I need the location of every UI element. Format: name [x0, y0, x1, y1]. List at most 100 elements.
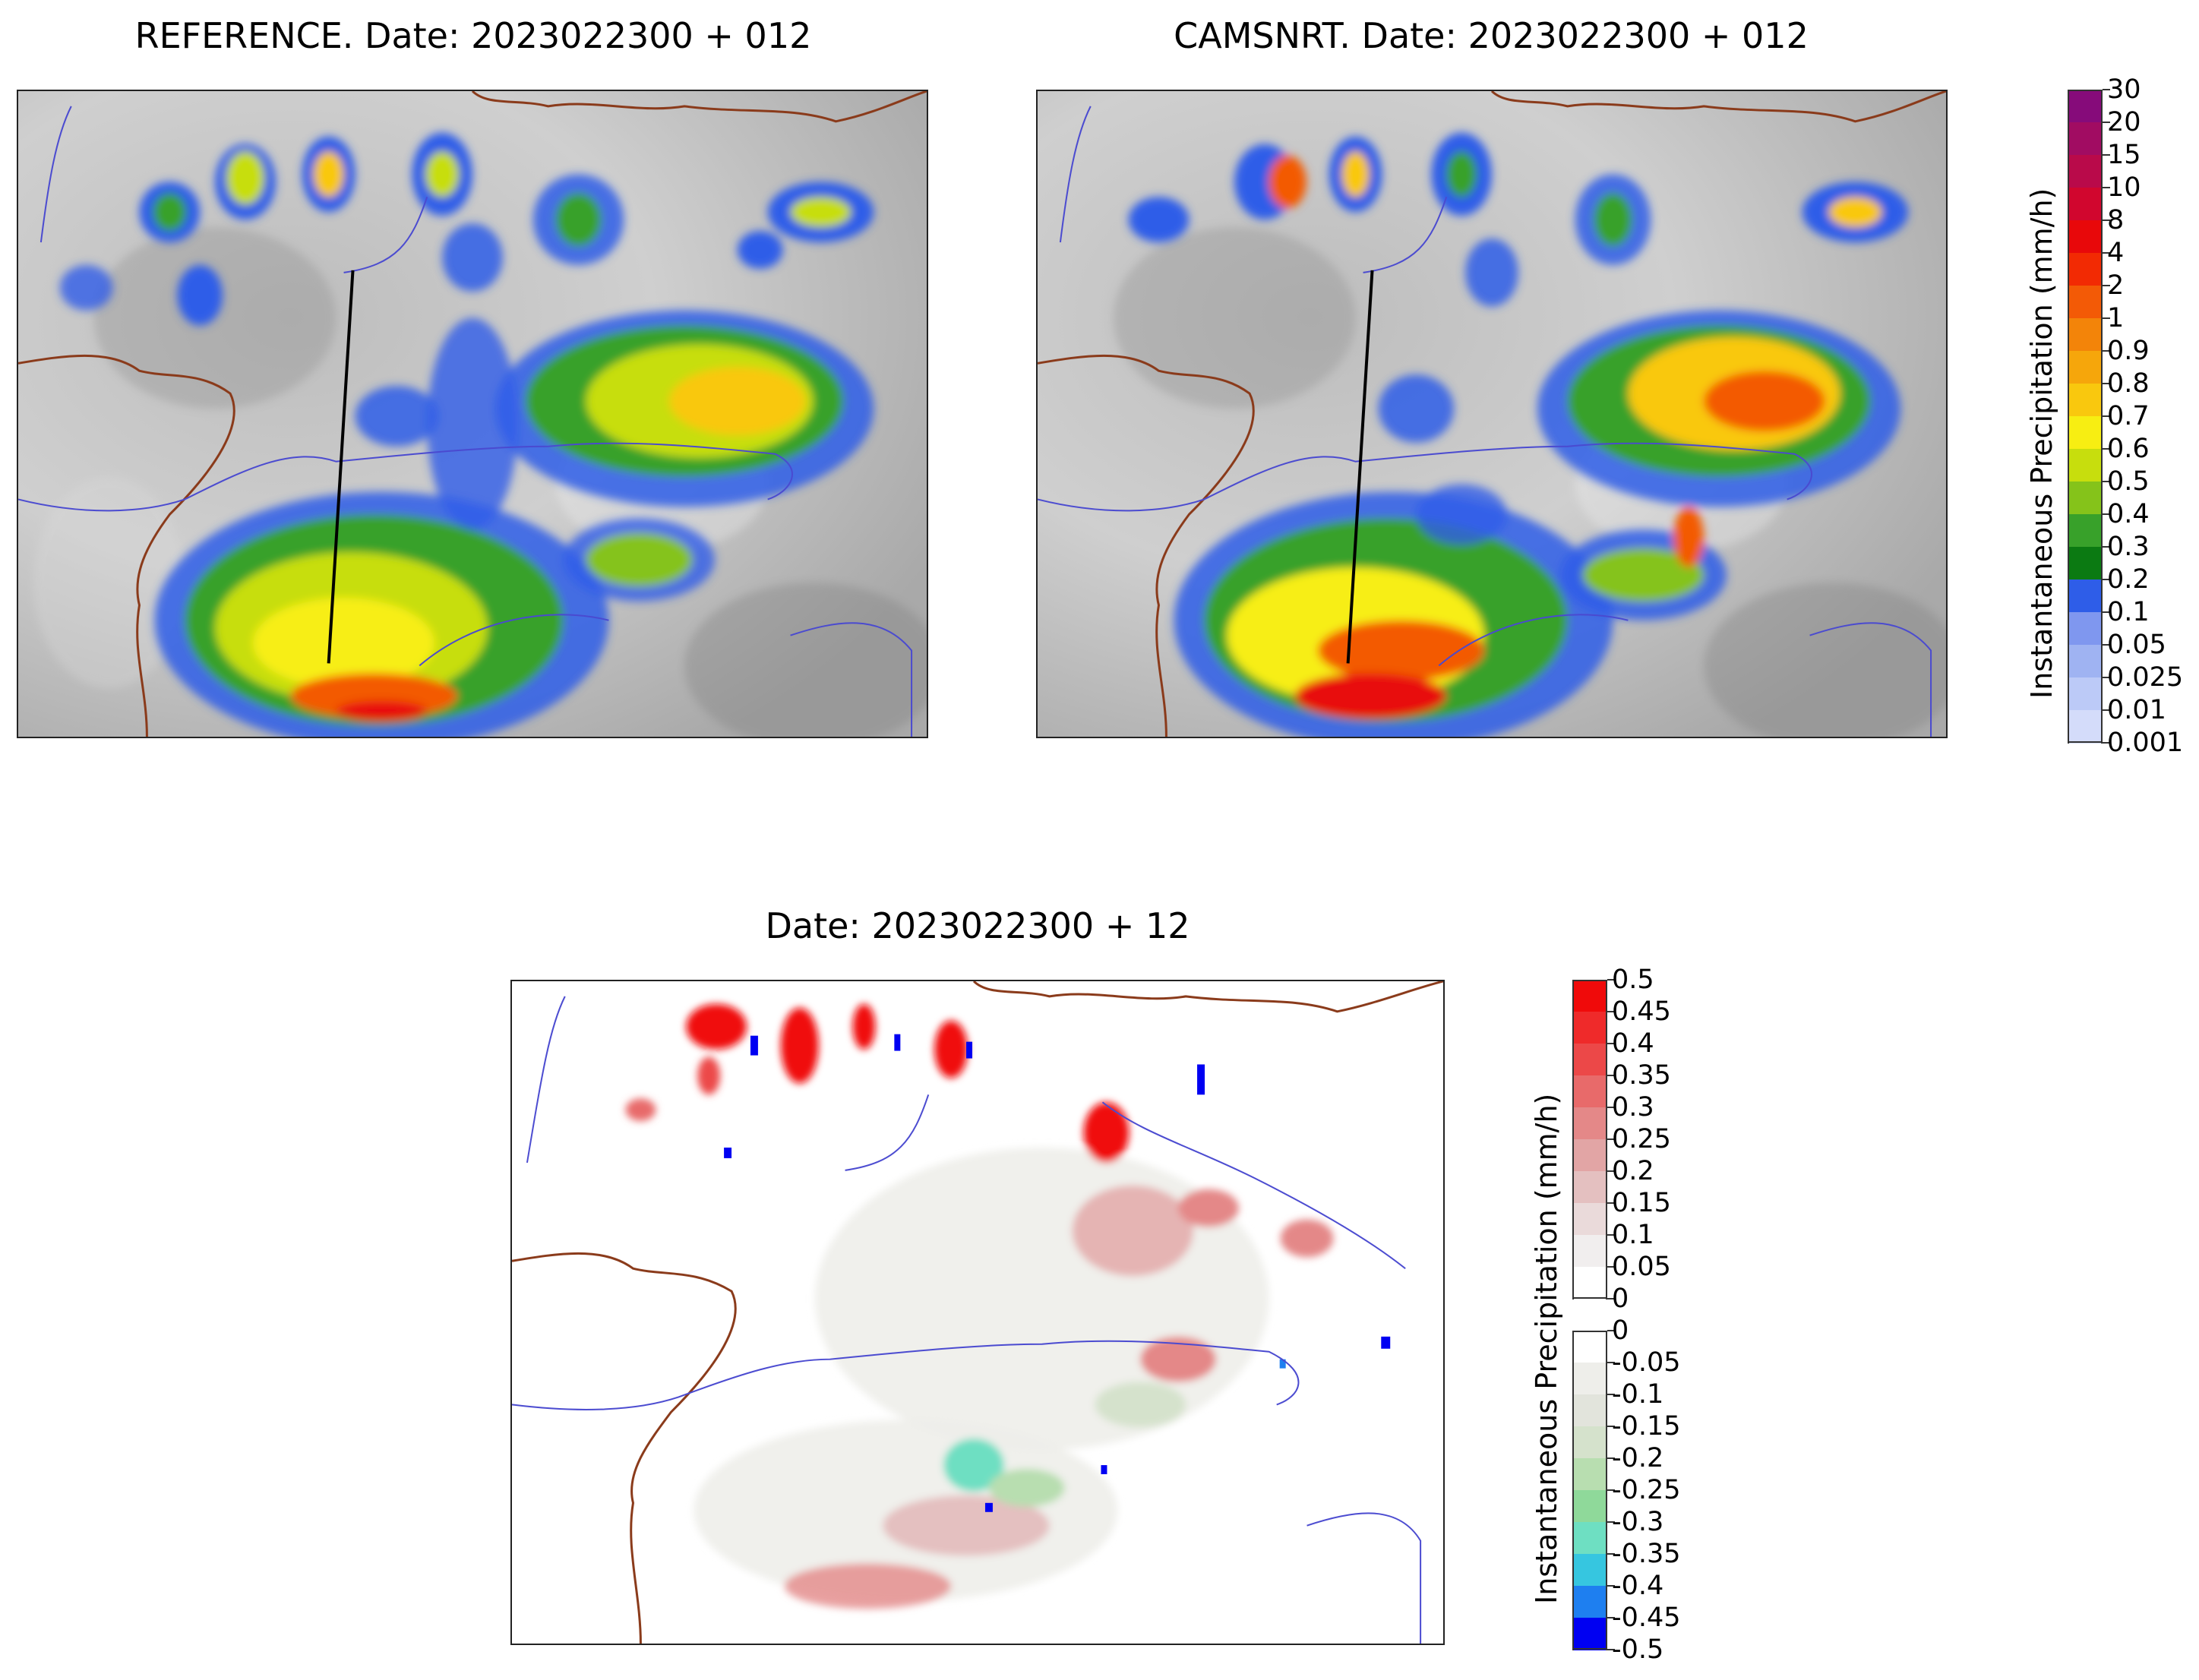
difference-boundaries — [512, 981, 1443, 1644]
colorbar-tick-label: 8 — [2107, 205, 2125, 235]
colorbar-tick — [2103, 709, 2110, 711]
colorbar-tick-label: 10 — [2107, 172, 2141, 203]
difference-panel-title: Date: 2023022300 + 12 — [765, 905, 1190, 946]
colorbar-tick-label: -0.35 — [1612, 1539, 1681, 1569]
colorbar-swatch — [1572, 1586, 1607, 1618]
colorbar-tick-label: 2 — [2107, 270, 2125, 301]
colorbar-tick — [2103, 611, 2110, 613]
colorbar-frame — [1572, 980, 1607, 1299]
colorbar-tick-label: 0.01 — [2107, 695, 2166, 725]
colorbar-tick — [2103, 579, 2110, 580]
colorbar-tick — [1607, 1362, 1615, 1363]
colorbar-tick — [1607, 1298, 1615, 1299]
colorbar-tick-label: -0.3 — [1612, 1507, 1664, 1537]
precipitation-colorbar-label: Instantaneous Precipitation (mm/h) — [2025, 188, 2058, 699]
difference-map — [510, 980, 1445, 1645]
colorbar-tick — [1607, 1553, 1615, 1555]
colorbar-tick-label: 20 — [2107, 107, 2141, 137]
colorbar-tick-label: 0.4 — [1612, 1028, 1654, 1059]
colorbar-tick-label: 0.2 — [1612, 1156, 1654, 1186]
colorbar-tick-label: -0.45 — [1612, 1603, 1681, 1633]
colorbar-tick-label: 0.3 — [2107, 532, 2150, 562]
colorbar-tick — [1607, 1585, 1615, 1587]
colorbar-tick — [1607, 1202, 1615, 1204]
colorbar-tick — [1607, 1330, 1615, 1331]
colorbar-tick — [2103, 546, 2110, 548]
camsnrt-map — [1036, 90, 1948, 738]
colorbar-tick — [2103, 317, 2110, 319]
colorbar-tick-label: -0.4 — [1612, 1571, 1664, 1601]
colorbar-tick-label: 0.1 — [1612, 1220, 1654, 1250]
colorbar-tick — [1607, 1521, 1615, 1523]
difference-field — [625, 1003, 1334, 1609]
colorbar-tick — [1607, 1234, 1615, 1236]
colorbar-tick-label: 0.05 — [1612, 1252, 1671, 1282]
colorbar-tick-label: 0.35 — [1612, 1060, 1671, 1091]
colorbar-tick — [2103, 219, 2110, 221]
colorbar-tick — [1607, 1075, 1615, 1076]
colorbar-tick-label: 0.7 — [2107, 401, 2150, 431]
colorbar-tick-label: 1 — [2107, 303, 2125, 333]
colorbar-tick — [2103, 742, 2110, 744]
colorbar-tick-label: 0.45 — [1612, 996, 1671, 1027]
colorbar-tick — [2103, 448, 2110, 450]
colorbar-frame — [1572, 1331, 1607, 1650]
colorbar-tick — [1607, 1394, 1615, 1395]
colorbar-tick — [1607, 1266, 1615, 1268]
colorbar-tick — [1607, 979, 1615, 981]
colorbar-tick — [1607, 1138, 1615, 1140]
colorbar-tick — [2103, 252, 2110, 254]
reference-panel-title: REFERENCE. Date: 2023022300 + 012 — [134, 15, 812, 56]
colorbar-tick-label: 4 — [2107, 238, 2125, 268]
camsnrt-cross-section-line — [1346, 270, 1374, 664]
colorbar-tick — [2103, 122, 2110, 123]
colorbar-tick — [2103, 415, 2110, 417]
colorbar-tick-label: 0.5 — [1612, 965, 1654, 995]
reference-map — [17, 90, 928, 738]
precipitation-colorbar: 0.001 0.01 0.025 0.05 0.1 0.2 0.3 0.4 0.5 0.6 0.7 0… — [2068, 77, 2189, 756]
reference-cross-section-line — [327, 270, 355, 664]
colorbar-tick-label: 0.3 — [1612, 1092, 1654, 1123]
colorbar-tick-label: -0.05 — [1612, 1347, 1681, 1378]
colorbar-tick-label: -0.5 — [1612, 1634, 1664, 1665]
colorbar-tick — [1607, 1170, 1615, 1172]
colorbar-tick — [2103, 383, 2110, 384]
colorbar-tick — [2103, 285, 2110, 286]
colorbar-swatch — [1572, 1107, 1607, 1140]
colorbar-tick-label: 30 — [2107, 74, 2141, 105]
colorbar-tick-label: 0.6 — [2107, 434, 2150, 464]
colorbar-swatch — [1572, 1044, 1607, 1076]
colorbar-tick-label: 0.001 — [2107, 728, 2184, 758]
colorbar-tick — [2103, 513, 2110, 515]
colorbar-tick-label: -0.15 — [1612, 1411, 1681, 1442]
difference-colorbar-label: Instantaneous Precipitation (mm/h) — [1530, 1093, 1563, 1604]
colorbar-tick — [2103, 644, 2110, 646]
colorbar-tick-label: 0.15 — [1612, 1188, 1671, 1218]
colorbar-tick-label: 0.25 — [1612, 1124, 1671, 1154]
colorbar-tick — [1607, 1107, 1615, 1108]
colorbar-tick — [2103, 677, 2110, 678]
camsnrt-boundaries — [1038, 91, 1946, 737]
colorbar-tick — [1607, 1649, 1615, 1650]
colorbar-tick-label: 0 — [1612, 1284, 1629, 1314]
colorbar-tick — [2103, 481, 2110, 482]
camsnrt-panel-title: CAMSNRT. Date: 2023022300 + 012 — [1174, 15, 1809, 56]
colorbar-tick — [1607, 1489, 1615, 1491]
difference-colorbar-negative: 0 -0.05 -0.1 -0.15 -0.2 -0.25 -0.3 -0.35 -0.4 -0.… — [1572, 1318, 1694, 1663]
colorbar-tick-label: 0.1 — [2107, 597, 2150, 627]
colorbar-tick-label: -0.1 — [1612, 1379, 1664, 1410]
difference-blue-spots — [724, 1034, 1391, 1512]
colorbar-tick-label: 15 — [2107, 140, 2141, 170]
colorbar-tick-label: 0.4 — [2107, 499, 2150, 529]
colorbar-tick — [1607, 1043, 1615, 1044]
difference-colorbar-positive: 0.5 0.45 0.4 0.35 0.3 0.25 0.2 0.15 0.1 0.05 0 — [1572, 967, 1694, 1312]
colorbar-tick — [1607, 1617, 1615, 1618]
colorbar-tick-label: 0.2 — [2107, 564, 2150, 595]
colorbar-tick-label: 0.05 — [2107, 630, 2166, 660]
colorbar-tick — [2103, 187, 2110, 188]
colorbar-tick-label: 0.025 — [2107, 662, 2184, 693]
colorbar-tick — [2103, 154, 2110, 156]
reference-boundaries — [18, 91, 927, 737]
colorbar-tick — [2103, 350, 2110, 352]
colorbar-tick — [1607, 1011, 1615, 1012]
